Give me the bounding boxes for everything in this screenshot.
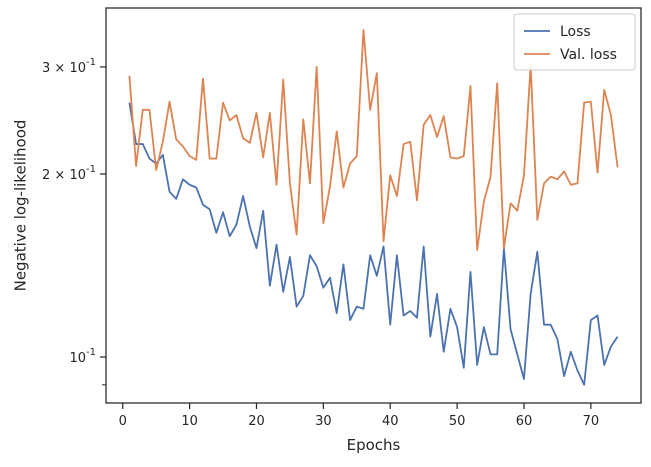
plot-frame: [105, 7, 642, 404]
series-lines: [128, 29, 619, 386]
x-tick-label: 0: [119, 414, 127, 429]
legend-label: Val. loss: [560, 47, 617, 63]
y-axis-title: Negative log-likelihood: [11, 120, 29, 292]
x-axis-title: Epochs: [347, 436, 401, 454]
x-tick-label: 20: [248, 414, 265, 429]
x-tick-label: 50: [449, 414, 466, 429]
legend-label: Loss: [560, 24, 591, 40]
y-tick-label: 10-1: [69, 347, 96, 366]
legend: Loss Val. loss: [513, 13, 636, 71]
x-tick-label: 10: [181, 414, 198, 429]
legend-box: [513, 13, 636, 71]
x-tick-label: 70: [583, 414, 600, 429]
y-tick-label: 3 × 10-1: [42, 57, 96, 76]
y-tick-label: 2 × 10-1: [42, 164, 96, 183]
y-axis: 10-1 2 × 10-1 3 × 10-1: [42, 57, 106, 386]
series-line-loss: [128, 102, 619, 386]
series-line-val-loss: [128, 29, 619, 251]
x-tick-label: 40: [382, 414, 399, 429]
x-tick-label: 30: [315, 414, 332, 429]
x-axis: 0 10 20 30 40 50 60 70: [119, 403, 600, 429]
x-tick-label: 60: [516, 414, 533, 429]
